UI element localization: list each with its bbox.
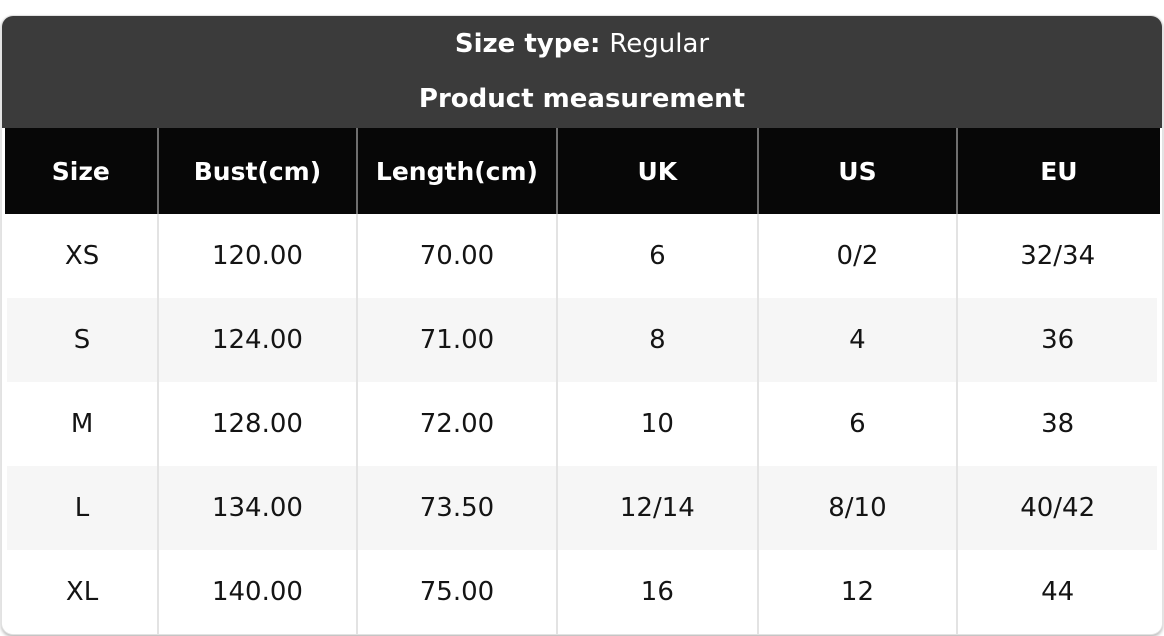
value-cell: 6	[557, 214, 759, 298]
value-cell: 12	[757, 550, 959, 634]
value-cell: 10	[557, 382, 759, 466]
column-header-length-cm: Length(cm)	[356, 128, 559, 214]
size-type-line: Size type: Regular	[454, 28, 710, 60]
value-cell: 32/34	[957, 214, 1162, 298]
value-cell: 44	[957, 550, 1162, 634]
column-header-bust-cm: Bust(cm)	[158, 128, 358, 214]
size-chart-banner: Size type: Regular Product measurement	[2, 16, 1162, 128]
table-row-l: L 134.00 73.50 12/14 8/10 40/42	[2, 466, 1162, 550]
table-row-m: M 128.00 72.00 10 6 38	[2, 382, 1162, 466]
value-cell: 73.50	[356, 466, 559, 550]
table-row-xs: XS 120.00 70.00 6 0/2 32/34	[2, 214, 1162, 298]
header-row: Size Bust(cm) Length(cm) UK US EU	[4, 128, 1160, 214]
column-header-uk: UK	[557, 128, 759, 214]
value-cell: 38	[957, 382, 1162, 466]
value-cell: 16	[557, 550, 759, 634]
size-type-label: Size type:	[454, 28, 601, 59]
size-type-value: Regular	[609, 28, 710, 59]
size-table-body: XS 120.00 70.00 6 0/2 32/34 S 124.00 71.00 8 4 36 M 1…	[2, 214, 1162, 634]
size-cell: XL	[2, 550, 160, 634]
value-cell: 6	[757, 382, 959, 466]
size-cell: XS	[2, 214, 160, 298]
product-measurement-title: Product measurement	[418, 83, 746, 114]
size-cell: M	[2, 382, 160, 466]
value-cell: 124.00	[158, 298, 358, 382]
size-measurement-table: Size Bust(cm) Length(cm) UK US EU XS 120.00 70.…	[2, 128, 1162, 634]
value-cell: 4	[757, 298, 959, 382]
value-cell: 8/10	[757, 466, 959, 550]
value-cell: 140.00	[158, 550, 358, 634]
size-cell: L	[2, 466, 160, 550]
size-table-head: Size Bust(cm) Length(cm) UK US EU	[4, 128, 1160, 214]
value-cell: 8	[557, 298, 759, 382]
value-cell: 72.00	[356, 382, 559, 466]
value-cell: 120.00	[158, 214, 358, 298]
column-header-eu: EU	[957, 128, 1160, 214]
size-chart-card: Size type: Regular Product measurement S…	[1, 15, 1163, 635]
column-header-size: Size	[4, 128, 160, 214]
table-row-s: S 124.00 71.00 8 4 36	[2, 298, 1162, 382]
value-cell: 0/2	[757, 214, 959, 298]
column-header-us: US	[757, 128, 959, 214]
value-cell: 128.00	[158, 382, 358, 466]
value-cell: 12/14	[557, 466, 759, 550]
value-cell: 36	[957, 298, 1162, 382]
value-cell: 75.00	[356, 550, 559, 634]
value-cell: 70.00	[356, 214, 559, 298]
value-cell: 71.00	[356, 298, 559, 382]
value-cell: 40/42	[957, 466, 1162, 550]
table-row-xl: XL 140.00 75.00 16 12 44	[2, 550, 1162, 634]
size-cell: S	[2, 298, 160, 382]
value-cell: 134.00	[158, 466, 358, 550]
